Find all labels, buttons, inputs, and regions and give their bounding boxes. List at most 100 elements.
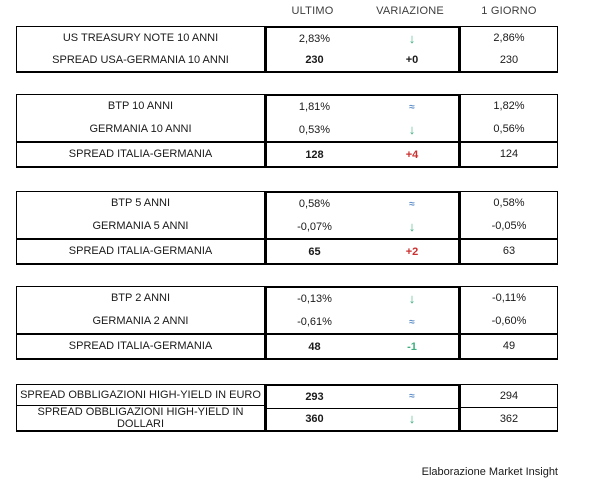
ultimo-value: 48	[308, 340, 321, 353]
labels-column: BTP 5 ANNI GERMANIA 5 ANNI SPREAD ITALIA…	[16, 191, 265, 265]
ultimo-value: 293	[305, 390, 324, 403]
variazione-cell: ↓	[362, 216, 462, 239]
variazione-cell: ↓	[362, 28, 462, 50]
column-header-ultimo: ULTIMO	[291, 5, 334, 17]
table-row: 0,58% ≈	[267, 193, 458, 216]
labels-column: US TREASURY NOTE 10 ANNI SPREAD USA-GERM…	[16, 26, 265, 73]
table-row: 128 +4	[267, 141, 458, 166]
row-label: GERMANIA 5 ANNI	[92, 220, 189, 233]
ultimo-value: -0,61%	[297, 315, 332, 328]
variazione-cell: ↓	[362, 288, 462, 311]
ultimo-value: 2,83%	[298, 32, 331, 45]
variazione-value: -1	[407, 340, 417, 353]
table-row: 0,53% ↓	[267, 119, 458, 142]
ultimo-value: 230	[305, 54, 324, 67]
variazione-value: +4	[405, 148, 419, 161]
labels-column: BTP 10 ANNI GERMANIA 10 ANNI SPREAD ITAL…	[16, 94, 265, 168]
variazione-cell: ↓	[362, 119, 462, 142]
source-credit: Elaborazione Market Insight	[421, 466, 558, 478]
row-label: SPREAD ITALIA-GERMANIA	[17, 238, 264, 263]
row-label: GERMANIA 2 ANNI	[92, 315, 189, 328]
row-label: SPREAD USA-GERMANIA 10 ANNI	[52, 53, 229, 66]
giorno-column: -0,11% -0,60% 49	[460, 286, 558, 360]
table-row: 48 -1	[267, 333, 458, 358]
giorno-column: 0,58% -0,05% 63	[460, 191, 558, 265]
variazione-cell: +0	[362, 50, 462, 72]
row-label: SPREAD OBBLIGAZIONI HIGH-YIELD IN EURO	[20, 388, 261, 401]
giorno-value: 2,86%	[493, 31, 525, 44]
table-row: -0,07% ↓	[267, 216, 458, 239]
variazione-cell: -1	[362, 335, 462, 358]
down-arrow-icon: ↓	[408, 291, 416, 307]
table-row: 2,83% ↓	[267, 28, 458, 50]
giorno-value: -0,60%	[491, 315, 527, 328]
ultimo-value: 1,81%	[298, 101, 331, 114]
variazione-cell: ≈	[362, 386, 462, 408]
table-section-btp-10-anni: BTP 10 ANNI GERMANIA 10 ANNI SPREAD ITAL…	[16, 94, 558, 168]
ultimo-variazione-box: 0,58% ≈ -0,07% ↓ 65 +2	[265, 191, 460, 265]
variazione-cell: ≈	[362, 96, 462, 119]
ultimo-value: 0,53%	[298, 123, 331, 136]
row-label: BTP 2 ANNI	[110, 292, 171, 305]
giorno-column: 2,86% 230	[460, 26, 558, 73]
row-label: US TREASURY NOTE 10 ANNI	[62, 31, 219, 44]
variazione-cell: +4	[362, 143, 462, 166]
giorno-value: 362	[461, 407, 557, 430]
down-arrow-icon: ↓	[408, 30, 416, 46]
table-section-btp-5-anni: BTP 5 ANNI GERMANIA 5 ANNI SPREAD ITALIA…	[16, 191, 558, 265]
row-label: SPREAD ITALIA-GERMANIA	[17, 141, 264, 166]
row-label: BTP 10 ANNI	[107, 100, 174, 113]
table-section-btp-2-anni: BTP 2 ANNI GERMANIA 2 ANNI SPREAD ITALIA…	[16, 286, 558, 360]
down-arrow-icon: ↓	[408, 121, 416, 137]
table-row: 293 ≈	[267, 386, 458, 408]
giorno-value: 124	[461, 141, 557, 166]
column-header-variazione: VARIAZIONE	[376, 5, 444, 17]
variazione-value: +0	[405, 54, 419, 67]
table-row: 65 +2	[267, 238, 458, 263]
giorno-column: 294 362	[460, 384, 558, 432]
variazione-value: +2	[405, 245, 419, 258]
ultimo-variazione-box: 293 ≈ 360 ↓	[265, 384, 460, 432]
giorno-column: 1,82% 0,56% 124	[460, 94, 558, 168]
ultimo-value: -0,13%	[297, 293, 332, 306]
labels-column: SPREAD OBBLIGAZIONI HIGH-YIELD IN EURO S…	[16, 384, 265, 432]
variazione-cell: ≈	[362, 311, 462, 334]
giorno-value: 230	[499, 53, 519, 66]
variazione-cell: +2	[362, 240, 462, 263]
table-row: 360 ↓	[267, 407, 458, 431]
approx-equal-icon: ≈	[409, 391, 415, 403]
approx-equal-icon: ≈	[409, 198, 415, 210]
row-label: GERMANIA 10 ANNI	[89, 123, 192, 136]
down-arrow-icon: ↓	[408, 411, 416, 427]
row-label: BTP 5 ANNI	[110, 197, 171, 210]
ultimo-value: -0,07%	[297, 220, 332, 233]
giorno-value: 63	[461, 238, 557, 263]
ultimo-variazione-box: 2,83% ↓ 230 +0	[265, 26, 460, 73]
row-label: SPREAD OBBLIGAZIONI HIGH-YIELD IN DOLLAR…	[17, 404, 264, 430]
ultimo-variazione-box: -0,13% ↓ -0,61% ≈ 48 -1	[265, 286, 460, 360]
labels-column: BTP 2 ANNI GERMANIA 2 ANNI SPREAD ITALIA…	[16, 286, 265, 360]
table-section-high-yield: SPREAD OBBLIGAZIONI HIGH-YIELD IN EURO S…	[16, 384, 558, 432]
ultimo-value: 128	[305, 148, 324, 161]
table-row: -0,13% ↓	[267, 288, 458, 311]
table-row: 1,81% ≈	[267, 96, 458, 119]
table-row: -0,61% ≈	[267, 311, 458, 334]
giorno-value: -0,05%	[491, 220, 527, 233]
ultimo-value: 360	[305, 413, 324, 426]
ultimo-value: 65	[308, 245, 321, 258]
variazione-cell: ≈	[362, 193, 462, 216]
giorno-value: 1,82%	[493, 100, 525, 113]
giorno-value: 294	[499, 389, 519, 402]
column-headers: ULTIMO VARIAZIONE 1 GIORNO	[265, 5, 558, 17]
approx-equal-icon: ≈	[409, 101, 415, 113]
giorno-value: -0,11%	[491, 292, 527, 305]
giorno-value: 0,56%	[493, 123, 525, 136]
approx-equal-icon: ≈	[409, 316, 415, 328]
table-section-us-treasury: US TREASURY NOTE 10 ANNI SPREAD USA-GERM…	[16, 26, 558, 73]
column-header-1-giorno: 1 GIORNO	[481, 5, 537, 17]
down-arrow-icon: ↓	[408, 218, 416, 234]
ultimo-variazione-box: 1,81% ≈ 0,53% ↓ 128 +4	[265, 94, 460, 168]
table-row: 230 +0	[267, 50, 458, 72]
ultimo-value: 0,58%	[298, 198, 331, 211]
